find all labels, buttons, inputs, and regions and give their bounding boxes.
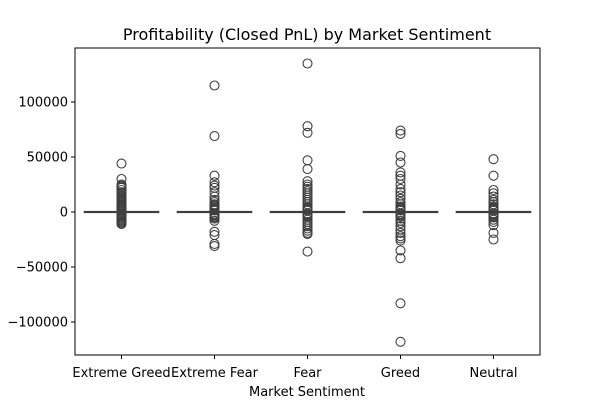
x-tick-label: Neutral [470,366,518,381]
y-tick-label: −100000 [7,316,68,331]
outlier-point [209,226,220,237]
y-tick-label: 0 [60,206,68,221]
x-tick-label: Extreme Fear [171,366,259,381]
outlier-point [395,187,406,198]
outlier-point [302,246,313,257]
outlier-point [395,183,406,194]
outlier-point [395,227,406,238]
box-group [176,80,253,252]
outlier-point [395,221,406,232]
outlier-point [302,121,313,132]
outlier-point [209,238,220,249]
chart-title: Profitability (Closed PnL) by Market Sen… [123,25,491,44]
outlier-point [209,215,220,226]
outlier-point [302,176,313,187]
outlier-point [395,128,406,139]
outlier-point [395,167,406,178]
outlier-point [395,235,406,246]
box-group [83,158,160,230]
outlier-point [488,191,499,202]
outlier-point [209,241,220,252]
x-tick-label: Greed [381,366,420,381]
outlier-point [209,170,220,181]
outlier-point [488,220,499,231]
outlier-point [488,170,499,181]
outlier-point [302,58,313,69]
outlier-point [395,125,406,136]
outlier-point [395,179,406,190]
x-axis-label: Market Sentiment [249,385,365,400]
y-tick-label: 100000 [18,96,68,111]
outlier-point [395,336,406,347]
y-axis: 100000 50000 0 −50000 −100000 [7,96,75,331]
outlier-point [395,217,406,229]
outlier-point [395,245,406,256]
outlier-point [116,158,127,169]
x-tick-label: Fear [293,366,322,381]
outlier-point [488,234,499,245]
x-tick-label: Extreme Greed [72,366,170,381]
outlier-point [395,157,406,168]
outlier-point [395,150,406,161]
box-group [269,58,346,257]
outlier-point [488,216,499,227]
outlier-point [488,184,499,196]
box-group [362,125,439,347]
outlier-point [209,131,220,142]
plot-area [83,58,532,347]
outlier-point [395,173,406,185]
outlier-point [488,154,499,165]
x-axis: Extreme Greed Extreme Fear Fear Greed Neutra… [72,355,517,381]
outlier-point [302,155,313,166]
outlier-point [209,187,220,198]
outlier-point [302,127,313,138]
y-tick-label: 50000 [27,151,68,166]
outlier-point [209,177,220,188]
outlier-point [395,253,406,264]
outlier-point [302,164,313,175]
outlier-point [395,233,406,244]
y-tick-label: −50000 [16,261,68,276]
outlier-point [116,219,127,230]
outlier-point [302,228,313,240]
outlier-point [395,298,406,309]
box-group [455,154,532,245]
outlier-point [209,205,220,216]
outlier-point [488,227,499,238]
outlier-point [209,80,220,91]
outlier-point [395,205,406,216]
